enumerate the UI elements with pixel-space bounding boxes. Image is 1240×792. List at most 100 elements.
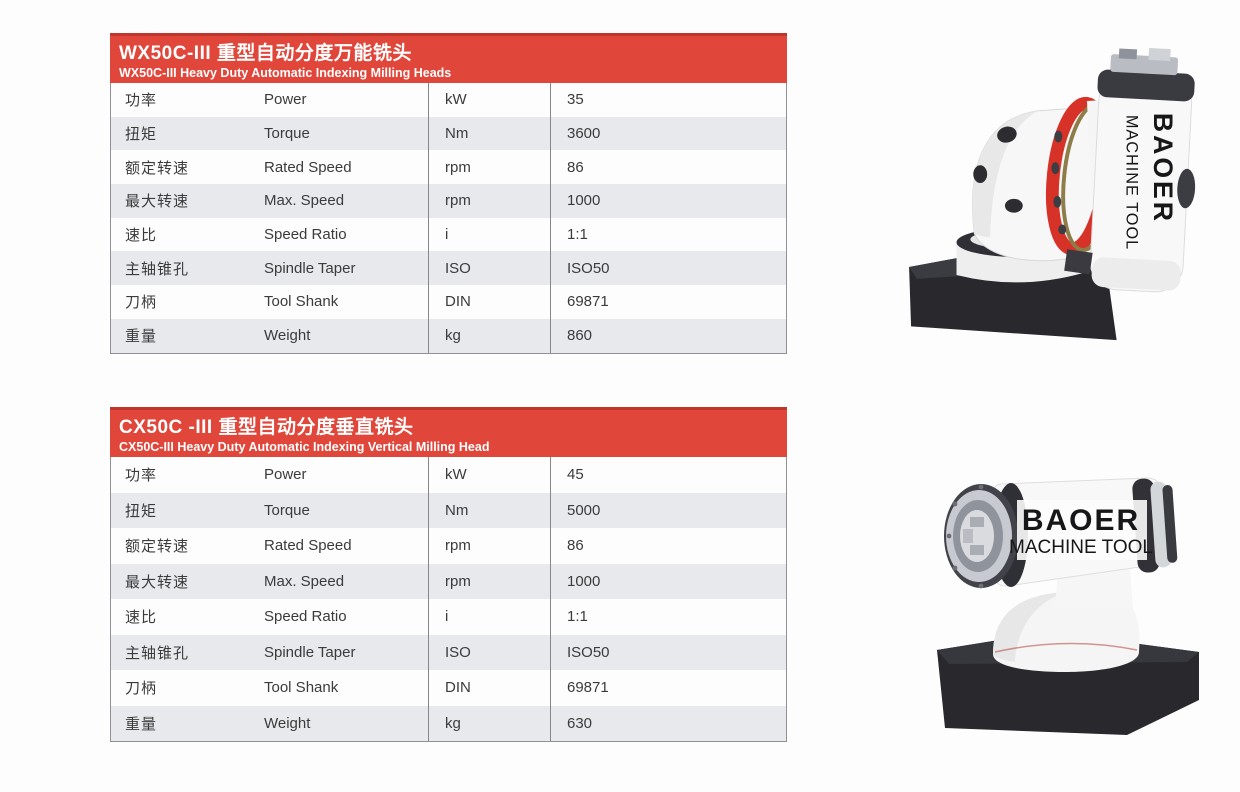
brand-text-line2: MACHINE TOOL [1122, 115, 1140, 250]
spec-label-zh: 刀柄 [125, 294, 158, 312]
spec-value: 860 [550, 318, 786, 353]
product-photo-universal-milling-head: BAOER MACHINE TOOL [888, 18, 1240, 354]
spec-label-zh: 最大转速 [125, 573, 190, 591]
spec-table-wx50c: WX50C-III 重型自动分度万能铣头 WX50C-III Heavy Dut… [110, 33, 787, 354]
brand-text-line2: MACHINE TOOL [1009, 537, 1153, 558]
spec-value: 35 [550, 83, 786, 117]
table-row: 额定转速 Rated Speed rpm 86 [111, 150, 786, 185]
brand-text-line1: BAOER [1148, 113, 1178, 224]
milling-head-vertical-illustration: BAOER MACHINE TOOL [937, 477, 1199, 735]
spec-unit: i [428, 217, 550, 252]
spindle-face [944, 484, 1018, 589]
spec-label-en: Weight [264, 327, 311, 345]
table-row: 速比 Speed Ratio i 1:1 [111, 217, 786, 252]
spec-label-en: Max. Speed [264, 572, 345, 590]
spec-unit: DIN [428, 285, 550, 319]
spec-unit: kg [428, 705, 550, 741]
spec-label-en: Spindle Taper [264, 259, 356, 277]
spec-label-zh: 功率 [125, 92, 158, 110]
spec-label-en: Tool Shank [264, 293, 339, 311]
spec-unit: kW [428, 457, 550, 493]
spec-table-cx50c: CX50C -III 重型自动分度垂直铣头 CX50C-III Heavy Du… [110, 407, 787, 742]
spec-unit: ISO [428, 251, 550, 286]
table-header-cx50c: CX50C -III 重型自动分度垂直铣头 CX50C-III Heavy Du… [110, 407, 787, 457]
table-row: 扭矩 Torque Nm 3600 [111, 116, 786, 151]
table-title-zh: WX50C-III 重型自动分度万能铣头 [119, 43, 412, 64]
table-body: 功率 Power kW 35 扭矩 Torque Nm 3600 额定转速 Ra… [110, 83, 787, 354]
spec-label-zh: 重量 [125, 715, 158, 733]
spec-unit: rpm [428, 563, 550, 599]
spec-label-zh: 扭矩 [125, 502, 158, 520]
spec-unit: rpm [428, 184, 550, 218]
spec-unit: Nm [428, 492, 550, 528]
table-row: 功率 Power kW 45 [111, 457, 786, 493]
spec-unit: kg [428, 318, 550, 353]
spec-label-en: Torque [264, 501, 310, 519]
table-row: 最大转速 Max. Speed rpm 1000 [111, 184, 786, 218]
table-title-zh: CX50C -III 重型自动分度垂直铣头 [119, 417, 414, 438]
spec-value: 45 [550, 457, 786, 493]
spec-label-zh: 速比 [125, 227, 158, 245]
spec-value: ISO50 [550, 251, 786, 286]
spec-unit: i [428, 599, 550, 635]
spec-label-zh: 最大转速 [125, 193, 190, 211]
table-row: 最大转速 Max. Speed rpm 1000 [111, 563, 786, 599]
spec-label-zh: 重量 [125, 328, 158, 346]
table-row: 刀柄 Tool Shank DIN 69871 [111, 285, 786, 319]
spec-label-en: Spindle Taper [264, 643, 356, 661]
table-row: 功率 Power kW 35 [111, 83, 786, 117]
table-title-en: WX50C-III Heavy Duty Automatic Indexing … [119, 66, 452, 80]
table-row: 刀柄 Tool Shank DIN 69871 [111, 670, 786, 706]
spec-value: 86 [550, 528, 786, 564]
spec-value: 1000 [550, 563, 786, 599]
spec-label-zh: 主轴锥孔 [125, 644, 190, 662]
spindle-cylinder [1089, 48, 1196, 293]
milling-head-universal-illustration: BAOER MACHINE TOOL [909, 48, 1196, 341]
spec-label-zh: 速比 [125, 609, 158, 627]
spec-value: 69871 [550, 285, 786, 319]
spec-label-en: Weight [264, 714, 311, 732]
spec-value: 630 [550, 705, 786, 741]
spec-value: 69871 [550, 670, 786, 706]
brand-text-line1: BAOER [1022, 504, 1140, 537]
product-photo-vertical-milling-head: BAOER MACHINE TOOL [888, 438, 1240, 778]
spec-unit: rpm [428, 150, 550, 185]
spec-label-en: Torque [264, 125, 310, 143]
table-row: 主轴锥孔 Spindle Taper ISO ISO50 [111, 634, 786, 670]
spec-unit: DIN [428, 670, 550, 706]
table-row: 额定转速 Rated Speed rpm 86 [111, 528, 786, 564]
spec-label-en: Rated Speed [264, 158, 352, 176]
spec-label-en: Power [264, 91, 307, 109]
spec-value: 1:1 [550, 599, 786, 635]
spec-label-en: Power [264, 466, 307, 484]
spec-label-en: Rated Speed [264, 537, 352, 555]
spec-value: 1:1 [550, 217, 786, 252]
spec-unit: Nm [428, 116, 550, 151]
spec-label-en: Tool Shank [264, 679, 339, 697]
spec-value: 86 [550, 150, 786, 185]
spec-value: 1000 [550, 184, 786, 218]
table-body: 功率 Power kW 45 扭矩 Torque Nm 5000 额定转速 Ra… [110, 457, 787, 742]
spec-label-zh: 扭矩 [125, 126, 158, 144]
spec-label-zh: 刀柄 [125, 680, 158, 698]
table-row: 重量 Weight kg 630 [111, 705, 786, 741]
spec-value: 3600 [550, 116, 786, 151]
table-row: 速比 Speed Ratio i 1:1 [111, 599, 786, 635]
spec-label-zh: 功率 [125, 467, 158, 485]
spec-label-en: Max. Speed [264, 192, 345, 210]
spec-label-zh: 主轴锥孔 [125, 260, 190, 278]
table-header-wx50c: WX50C-III 重型自动分度万能铣头 WX50C-III Heavy Dut… [110, 33, 787, 83]
spec-label-en: Speed Ratio [264, 608, 347, 626]
spec-unit: ISO [428, 634, 550, 670]
spec-label-zh: 额定转速 [125, 159, 190, 177]
table-row: 重量 Weight kg 860 [111, 318, 786, 353]
spec-value: ISO50 [550, 634, 786, 670]
table-row: 主轴锥孔 Spindle Taper ISO ISO50 [111, 251, 786, 286]
spec-unit: rpm [428, 528, 550, 564]
table-title-en: CX50C-III Heavy Duty Automatic Indexing … [119, 440, 490, 454]
spec-label-en: Speed Ratio [264, 226, 347, 244]
spec-unit: kW [428, 83, 550, 117]
spec-value: 5000 [550, 492, 786, 528]
nameplate [1064, 249, 1093, 275]
